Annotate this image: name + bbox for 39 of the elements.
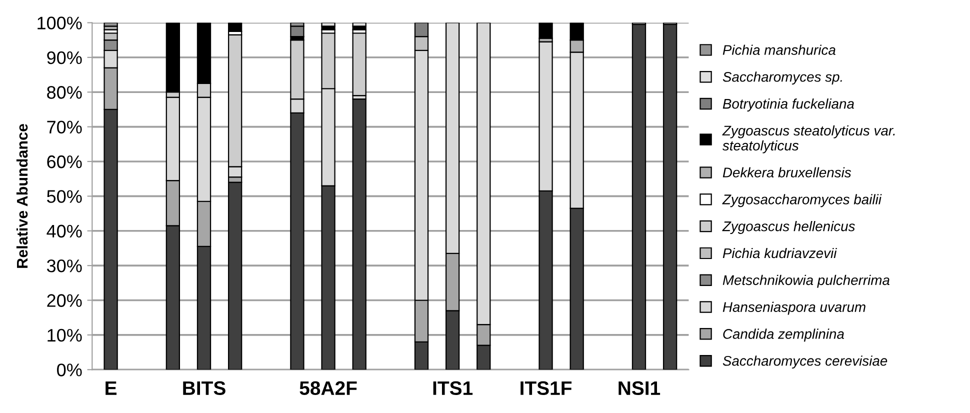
legend-label: Zygosaccharomyces bailii bbox=[722, 194, 882, 208]
legend-label: Hanseniaspora uvarum bbox=[722, 302, 866, 315]
y-tick-label: 10% bbox=[48, 328, 82, 342]
y-axis-title: Relative Abundance bbox=[16, 124, 28, 268]
y-tick-label: 0% bbox=[57, 364, 82, 376]
y-tick-label: 90% bbox=[47, 51, 82, 64]
bar bbox=[538, 22, 553, 39]
bar bbox=[228, 22, 242, 32]
legend-label: Pichia manshurica bbox=[722, 44, 836, 55]
legend-label: Zygoascus hellenicus bbox=[722, 221, 855, 234]
x-tick-label: ITS1 bbox=[433, 381, 473, 396]
y-tick-label: 40% bbox=[46, 224, 82, 238]
bar bbox=[632, 24, 646, 370]
x-tick-label: E bbox=[106, 381, 117, 395]
legend-label: Candida zemplinina bbox=[723, 328, 844, 342]
y-tick-label: 50% bbox=[47, 190, 82, 203]
legend-label: Metschnikowia pulcherrima bbox=[722, 274, 890, 288]
y-tick-label: 30% bbox=[46, 259, 82, 272]
bar bbox=[228, 182, 242, 370]
y-tick-label: 60% bbox=[47, 155, 82, 168]
y-tick-label: 100% bbox=[38, 16, 82, 30]
y-tick-label: 70% bbox=[47, 120, 82, 134]
bar bbox=[352, 98, 366, 370]
x-tick-label: 58A2F bbox=[300, 381, 357, 396]
legend-label: Botryotinia fuckeliana bbox=[722, 98, 854, 112]
y-tick-label: 20% bbox=[47, 294, 82, 307]
bar bbox=[662, 24, 678, 370]
legend-label: Dekkera bruxellensis bbox=[722, 167, 852, 178]
legend-label: Saccharomyces cerevisiae bbox=[722, 356, 888, 369]
y-tick-label: 80% bbox=[47, 86, 82, 99]
bar bbox=[352, 32, 366, 96]
x-tick-label: ITS1F bbox=[520, 381, 572, 396]
x-tick-label: NSI1 bbox=[618, 381, 660, 396]
bar bbox=[321, 22, 336, 27]
x-tick-label: BITS bbox=[183, 381, 226, 396]
legend-label: Saccharomyces sp. bbox=[722, 72, 842, 85]
bar bbox=[290, 26, 304, 38]
legend-label: Pichia kudriavzevii bbox=[722, 248, 837, 258]
legend-label: Zygoascus steatolyticus var. steatolyticus bbox=[722, 125, 895, 154]
